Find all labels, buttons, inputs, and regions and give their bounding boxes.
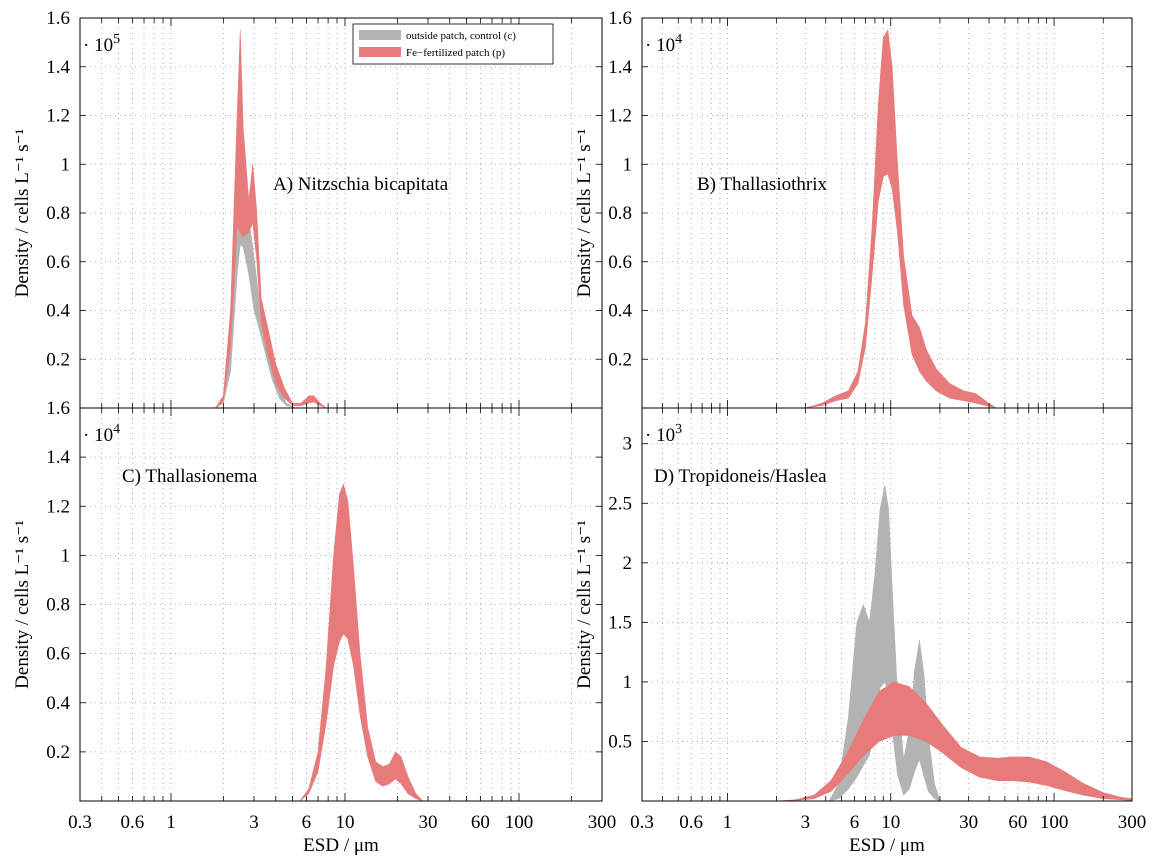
series-area-patch bbox=[805, 29, 997, 409]
x-tick-label: 0.3 bbox=[630, 812, 654, 833]
x-tick-label: 60 bbox=[471, 812, 490, 833]
y-tick-label: 1.6 bbox=[608, 8, 632, 29]
x-tick-label: 1 bbox=[166, 812, 176, 833]
panel-b-areas bbox=[805, 29, 997, 409]
y-tick-label: 1.2 bbox=[608, 106, 632, 127]
series-area-patch bbox=[776, 681, 1133, 802]
y-tick-label: 0.5 bbox=[608, 731, 632, 752]
panel-a-areas bbox=[215, 29, 327, 409]
legend-swatch-control bbox=[359, 30, 401, 40]
y-tick-label: 1.2 bbox=[46, 106, 70, 127]
y-tick-label: 0.4 bbox=[46, 693, 70, 714]
panel-b-multiplier: · 104 bbox=[645, 32, 682, 56]
series-area-patch bbox=[299, 483, 424, 802]
y-tick-label: 0.4 bbox=[46, 301, 70, 322]
y-tick-label: 0.8 bbox=[608, 203, 632, 224]
panel-d-frame bbox=[641, 407, 1133, 802]
y-tick-label: 0.8 bbox=[46, 595, 70, 616]
y-tick-label: 2.5 bbox=[608, 493, 632, 514]
x-tick-label: 3 bbox=[249, 812, 259, 833]
y-tick-label: 1 bbox=[61, 154, 71, 175]
y-tick-label: 3 bbox=[623, 434, 633, 455]
y-tick-label: 2 bbox=[623, 553, 633, 574]
y-tick-label: 0.6 bbox=[46, 644, 70, 665]
panel-c-xlabel: ESD / μm bbox=[303, 835, 379, 856]
y-tick-label: 0.2 bbox=[46, 349, 70, 370]
y-tick-label: 0.8 bbox=[46, 203, 70, 224]
panel-a-ticks: 0.2 0.4 0.6 0.8 1 1.2 1.4 1.6 bbox=[46, 8, 603, 408]
x-tick-label: 0.6 bbox=[121, 812, 145, 833]
y-tick-label: 1.5 bbox=[608, 612, 632, 633]
y-tick-label: 0.6 bbox=[608, 252, 632, 273]
panel-b-ylabel: Density / cells L⁻¹ s⁻¹ bbox=[574, 128, 595, 297]
panel-d-title: D) Tropidoneis/Haslea bbox=[654, 466, 827, 487]
y-tick-label: 1.6 bbox=[46, 8, 70, 29]
x-tick-label: 0.3 bbox=[68, 812, 92, 833]
panel-a-ylabel: Density / cells L⁻¹ s⁻¹ bbox=[12, 128, 33, 297]
x-tick-label: 100 bbox=[1040, 812, 1069, 833]
panel-d-xlabel: ESD / μm bbox=[849, 835, 925, 856]
y-tick-label: 1.2 bbox=[46, 496, 70, 517]
y-tick-label: 1 bbox=[61, 545, 71, 566]
x-tick-label: 10 bbox=[335, 812, 354, 833]
series-area-control bbox=[828, 485, 941, 802]
y-tick-label: 1 bbox=[623, 672, 633, 693]
panel-b-ticks: 0.2 0.4 0.6 0.8 1 1.2 1.4 1.6 bbox=[608, 8, 1133, 408]
panel-c-multiplier: · 104 bbox=[83, 422, 120, 446]
y-tick-label: 1.4 bbox=[46, 447, 70, 468]
panel-c-ticks: 0.2 0.4 0.6 0.8 1 1.2 1.4 1.6 0.3 0.6 1 3 6 10 30 60 100… bbox=[46, 398, 616, 833]
y-tick-label: 0.2 bbox=[608, 349, 632, 370]
panel-b: 0.2 0.4 0.6 0.8 1 1.2 1.4 1.6 · 104 B) Thallasi… bbox=[574, 8, 1133, 409]
panel-a-grid bbox=[79, 17, 603, 408]
panel-c-ylabel: Density / cells L⁻¹ s⁻¹ bbox=[12, 520, 33, 689]
panel-b-title: B) Thallasiothrix bbox=[697, 174, 827, 195]
x-tick-label: 10 bbox=[881, 812, 900, 833]
panel-a: 0.2 0.4 0.6 0.8 1 1.2 1.4 1.6 · 105 A) Nitzschi… bbox=[12, 8, 603, 409]
y-tick-label: 1.6 bbox=[46, 398, 70, 419]
legend-label-control: outside patch, control (c) bbox=[406, 30, 516, 42]
x-tick-label: 30 bbox=[959, 812, 978, 833]
y-tick-label: 1.4 bbox=[608, 57, 632, 78]
panel-d-ticks: 0.5 1 1.5 2 2.5 3 0.3 0.6 1 3 6 10 30 60 100 300 bbox=[608, 408, 1146, 833]
y-tick-label: 0.4 bbox=[608, 301, 632, 322]
panel-c-areas bbox=[299, 483, 424, 802]
x-tick-label: 6 bbox=[302, 812, 312, 833]
panel-d-areas bbox=[776, 485, 1133, 802]
panel-d-multiplier: · 103 bbox=[645, 422, 682, 446]
x-tick-label: 0.6 bbox=[679, 812, 703, 833]
x-tick-label: 30 bbox=[419, 812, 438, 833]
legend: outside patch, control (c) Fe−fertilized… bbox=[352, 23, 554, 65]
y-tick-label: 1.4 bbox=[46, 57, 70, 78]
x-tick-label: 60 bbox=[1008, 812, 1027, 833]
panel-a-multiplier: · 105 bbox=[83, 32, 120, 56]
panel-c: 0.2 0.4 0.6 0.8 1 1.2 1.4 1.6 0.3 0.6 1 3 6 10 30 60 100… bbox=[12, 398, 616, 856]
panel-d: 0.511.522.530.3 0.6 1 3 6 10 30 60 100 300 · 103 … bbox=[574, 407, 1146, 856]
x-tick-label: 100 bbox=[505, 812, 534, 833]
x-tick-label: 6 bbox=[850, 812, 860, 833]
y-tick-label: 1 bbox=[623, 154, 633, 175]
x-tick-label: 3 bbox=[801, 812, 811, 833]
x-tick-label: 300 bbox=[1118, 812, 1147, 833]
legend-swatch-patch bbox=[359, 47, 401, 57]
y-tick-label: 0.6 bbox=[46, 252, 70, 273]
panel-d-ylabel: Density / cells L⁻¹ s⁻¹ bbox=[574, 520, 595, 689]
x-tick-label: 300 bbox=[588, 812, 617, 833]
legend-label-patch: Fe−fertilized patch (p) bbox=[406, 47, 505, 59]
x-tick-label: 1 bbox=[723, 812, 733, 833]
panel-c-title: C) Thallasionema bbox=[122, 466, 258, 487]
y-tick-label: 0.2 bbox=[46, 742, 70, 763]
panel-a-title: A) Nitzschia bicapitata bbox=[273, 174, 449, 195]
